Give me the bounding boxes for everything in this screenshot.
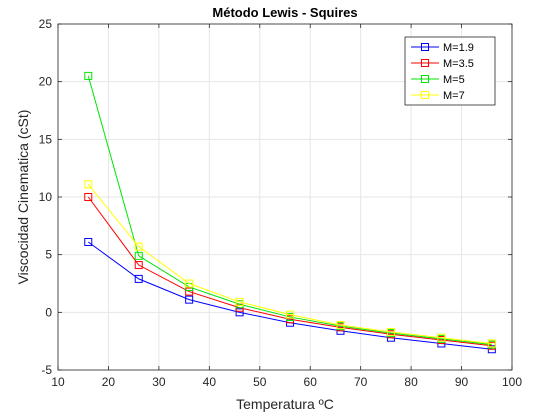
- data-point: [134, 261, 143, 270]
- legend-label: M=3.5: [443, 58, 474, 70]
- chart-title: Método Lewis - Squires: [212, 5, 357, 20]
- x-axis-label: Temperatura ºC: [236, 396, 334, 412]
- y-tick-label: 5: [45, 248, 52, 262]
- x-tick-label: 70: [354, 375, 368, 389]
- data-point: [286, 310, 295, 319]
- data-point: [437, 333, 446, 342]
- y-tick-label: 15: [39, 132, 53, 146]
- y-tick-label: 0: [45, 305, 52, 319]
- legend-marker: [421, 91, 429, 99]
- data-point: [235, 308, 244, 317]
- data-point: [134, 242, 143, 251]
- data-point: [235, 297, 244, 306]
- data-point: [487, 339, 496, 348]
- legend-marker: [421, 43, 429, 51]
- x-tick-label: 40: [203, 375, 217, 389]
- legend-marker: [421, 75, 429, 83]
- series-line: [87, 183, 492, 344]
- data-point: [336, 321, 345, 330]
- series-line: [87, 75, 492, 346]
- x-tick-label: 60: [304, 375, 318, 389]
- data-point: [84, 237, 93, 246]
- legend-marker: [421, 59, 429, 67]
- data-point: [84, 180, 93, 189]
- legend-label: M=5: [443, 74, 465, 86]
- x-tick-label: 20: [102, 375, 116, 389]
- y-tick-label: -5: [41, 363, 52, 377]
- data-point: [134, 251, 143, 260]
- x-tick-label: 100: [502, 375, 522, 389]
- data-point: [84, 71, 93, 80]
- x-tick-label: 80: [404, 375, 418, 389]
- x-tick-label: 50: [253, 375, 267, 389]
- series-layer: [84, 71, 496, 354]
- series-line: [87, 196, 492, 347]
- data-point: [185, 279, 194, 288]
- legend-label: M=7: [443, 90, 465, 102]
- data-point: [134, 274, 143, 283]
- data-point: [185, 287, 194, 296]
- data-point: [386, 327, 395, 336]
- x-tick-label: 30: [152, 375, 166, 389]
- legend: M=1.9 M=3.5 M=5 M=7: [404, 36, 496, 106]
- y-tick-label: 25: [39, 17, 53, 31]
- ticks: 10 20 30 40 50 60 70 80 90 100 -5 0 5 10 15 20 25: [39, 17, 523, 389]
- legend-label: M=1.9: [443, 42, 474, 54]
- data-point: [84, 193, 93, 201]
- data-point: [185, 295, 194, 304]
- y-tick-label: 10: [39, 190, 53, 204]
- legend-box: [404, 36, 496, 106]
- y-axis-label: Viscocidad Cinematica (cSt): [15, 110, 31, 285]
- x-tick-label: 90: [455, 375, 469, 389]
- y-tick-label: 20: [39, 75, 53, 89]
- x-tick-label: 10: [51, 375, 65, 389]
